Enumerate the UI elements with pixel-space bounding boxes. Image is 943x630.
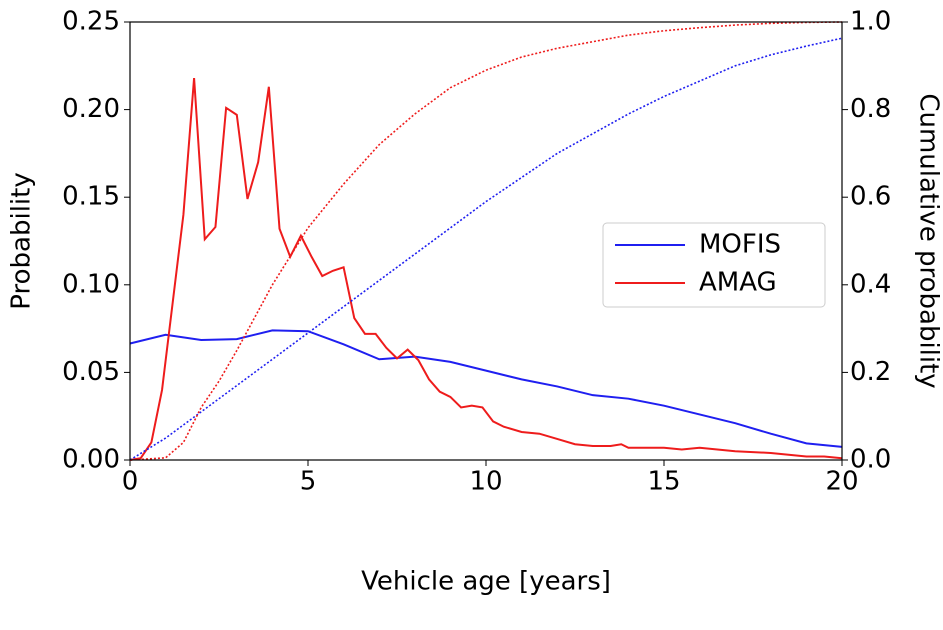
y-axis-label: Probability	[7, 172, 37, 309]
plot-frame	[129, 21, 843, 461]
legend-label: AMAG	[699, 268, 777, 298]
y2-tick-label: 0.0	[850, 445, 891, 475]
y-tick-label: 0.20	[62, 94, 120, 124]
cumulative-line	[129, 37, 843, 461]
legend-label: MOFIS	[699, 230, 781, 260]
y-tick-label: 0.00	[62, 445, 120, 475]
x-tick-label: 10	[469, 467, 502, 497]
y-tick-label: 0.10	[62, 269, 120, 299]
legend: MOFIS AMAG	[602, 222, 826, 308]
series-line	[129, 77, 843, 461]
x-tick-label: 15	[647, 467, 680, 497]
x-axis-label: Vehicle age [years]	[361, 567, 611, 597]
x-tick-label: 20	[825, 467, 858, 497]
y2-tick-label: 0.8	[850, 94, 891, 124]
x-tick-label: 0	[122, 467, 139, 497]
y2-tick-label: 1.0	[850, 7, 891, 37]
series-line	[129, 329, 843, 448]
y2-tick-label: 0.2	[850, 357, 891, 387]
y2-tick-label: 0.6	[850, 182, 891, 212]
y-tick-label: 0.15	[62, 182, 120, 212]
y-tick-label: 0.25	[62, 7, 120, 37]
cumulative-line	[129, 21, 843, 461]
y2-axis-label: Cumulative probability	[914, 93, 943, 388]
y2-tick-label: 0.4	[850, 269, 891, 299]
y-tick-label: 0.05	[62, 357, 120, 387]
x-tick-label: 5	[300, 467, 317, 497]
